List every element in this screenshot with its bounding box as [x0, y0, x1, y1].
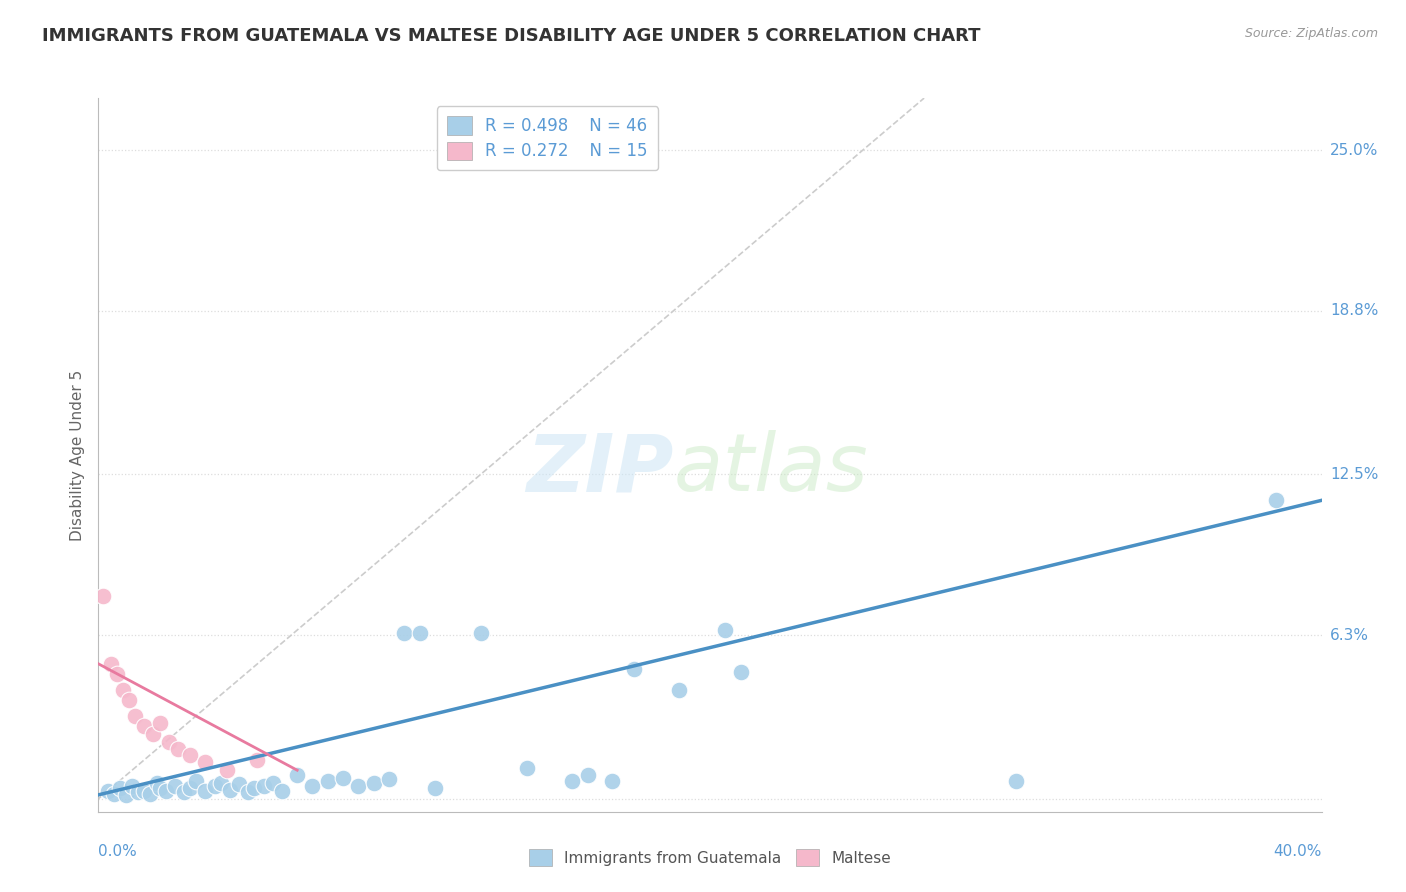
Text: atlas: atlas	[673, 430, 868, 508]
Text: Source: ZipAtlas.com: Source: ZipAtlas.com	[1244, 27, 1378, 40]
Legend: Immigrants from Guatemala, Maltese: Immigrants from Guatemala, Maltese	[523, 843, 897, 871]
Text: ZIP: ZIP	[526, 430, 673, 508]
Text: 40.0%: 40.0%	[1274, 844, 1322, 859]
Y-axis label: Disability Age Under 5: Disability Age Under 5	[69, 369, 84, 541]
Text: 6.3%: 6.3%	[1330, 628, 1369, 643]
Text: IMMIGRANTS FROM GUATEMALA VS MALTESE DISABILITY AGE UNDER 5 CORRELATION CHART: IMMIGRANTS FROM GUATEMALA VS MALTESE DIS…	[42, 27, 980, 45]
Text: 25.0%: 25.0%	[1330, 143, 1378, 158]
Text: 12.5%: 12.5%	[1330, 467, 1378, 482]
Text: 18.8%: 18.8%	[1330, 303, 1378, 318]
Text: 0.0%: 0.0%	[98, 844, 138, 859]
